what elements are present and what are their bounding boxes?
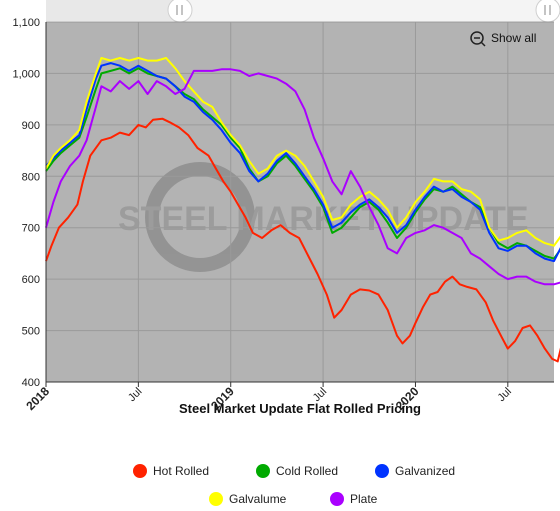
y-tick-label: 800	[22, 171, 40, 183]
range-handle-right[interactable]	[535, 0, 560, 23]
legend-item-galvalume[interactable]: Galvalume	[209, 492, 287, 506]
legend-marker	[330, 492, 344, 506]
series-line-galvalume[interactable]	[45, 57, 560, 247]
legend-item-hot-rolled[interactable]: Hot Rolled	[133, 464, 209, 478]
show-all-label: Show all	[491, 31, 536, 45]
legend-label: Cold Rolled	[276, 464, 338, 478]
y-tick-label: 700	[22, 223, 40, 235]
show-all-button[interactable]: Show all	[470, 31, 536, 47]
y-tick-label: 900	[22, 120, 40, 132]
series-line-hot-rolled[interactable]	[45, 117, 560, 363]
legend-label: Hot Rolled	[153, 464, 209, 478]
x-tick-label: Jul	[496, 386, 514, 404]
legend-label: Galvanized	[395, 464, 455, 478]
series-line-galvanized[interactable]	[45, 62, 560, 263]
range-navigator-selection[interactable]	[180, 0, 550, 21]
y-tick-label: 1,000	[12, 68, 40, 80]
range-handle-left[interactable]	[167, 0, 193, 23]
x-tick-label: Jul	[126, 386, 144, 404]
legend: Hot Rolled Cold Rolled Galvanized Galvalume…	[133, 464, 455, 506]
legend-item-cold-rolled[interactable]: Cold Rolled	[256, 464, 338, 478]
legend-label: Plate	[350, 492, 378, 506]
legend-marker	[375, 464, 389, 478]
legend-marker	[209, 492, 223, 506]
legend-marker	[133, 464, 147, 478]
y-tick-label: 1,100	[12, 17, 40, 29]
legend-item-galvanized[interactable]: Galvanized	[375, 464, 455, 478]
zoom-out-icon	[470, 31, 484, 45]
legend-label: Galvalume	[229, 492, 287, 506]
legend-item-plate[interactable]: Plate	[330, 492, 378, 506]
y-tick-label: 500	[22, 326, 40, 338]
chart-title: Steel Market Update Flat Rolled Pricing	[179, 401, 421, 416]
legend-marker	[256, 464, 270, 478]
series-line-plate[interactable]	[45, 68, 560, 286]
y-tick-label: 400	[22, 377, 40, 389]
y-tick-label: 600	[22, 274, 40, 286]
